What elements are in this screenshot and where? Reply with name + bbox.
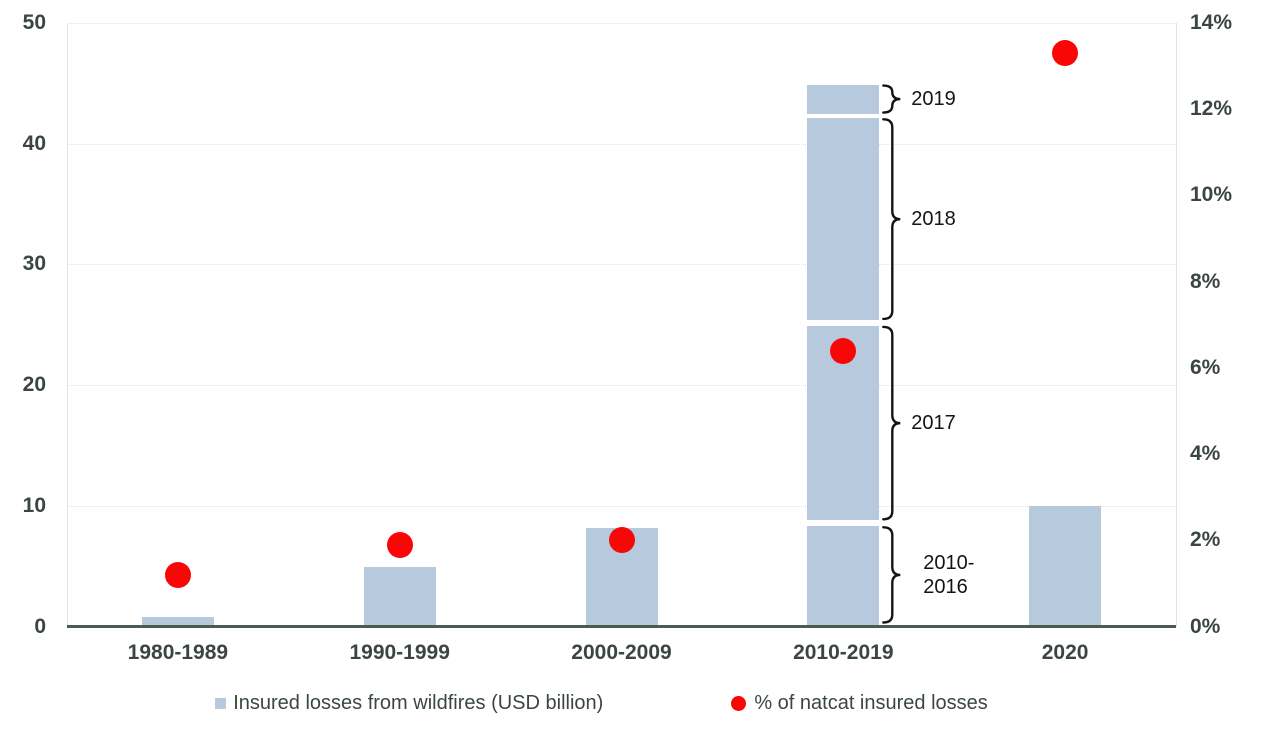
right-axis-tick-label: 8% [1190,269,1221,293]
x-axis-label-1980-1989: 1980-1989 [127,641,229,664]
left-axis-tick-label: 20 [22,373,46,397]
scatter-point-2000-2009 [608,527,635,554]
bar-1980-1989 [141,616,214,627]
right-axis-tick-label: 14% [1190,11,1233,34]
legend-label-insured-losses: Insured losses from wildfires (USD billi… [233,692,604,714]
left-axis-tick-label: 30 [22,252,46,276]
left-axis-tick-label: 10 [22,493,46,517]
brace-2017 [882,325,901,521]
right-axis-tick-label: 4% [1190,442,1221,466]
x-axis-label-2000-2009: 2000-2009 [571,641,672,664]
gridline [67,23,1176,24]
bar-segment-2010-2016 [807,526,880,627]
gridline [67,143,1176,145]
gridline [67,264,1176,266]
bar-series-legend-marker [215,698,227,709]
bar-2020 [1029,505,1102,627]
left-axis-tick-label: 50 [22,11,46,34]
left-axis-tick-label: 0 [34,614,46,638]
gridline [67,505,1176,507]
scatter-point-2010-2019 [830,337,857,364]
plot-border-left [67,23,68,627]
scatter-series-legend-marker [731,696,747,711]
segment-annotation-label-2018: 2018 [911,208,956,231]
brace-2018 [882,118,901,321]
x-axis-label-1990-1999: 1990-1999 [349,641,450,664]
scatter-point-2020 [1052,40,1079,67]
bar-segment-2019 [807,84,880,114]
right-axis-tick-label: 2% [1190,528,1221,552]
x-axis-label-2010-2019: 2010-2019 [793,641,894,664]
x-axis-line [67,625,1176,628]
legend-item-natcat-pct: % of natcat insured losses [731,692,988,715]
gridline [67,385,1176,387]
segment-annotation-label-2017: 2017 [911,412,956,435]
right-axis-tick-label: 12% [1190,97,1233,121]
segment-annotation-label-2010-2016: 2010- 2016 [923,551,975,598]
legend-label-natcat-pct: % of natcat insured losses [754,692,988,714]
plot-border-right [1176,23,1177,627]
legend: Insured losses from wildfires (USD billi… [0,692,1233,715]
scatter-point-1990-1999 [386,531,413,558]
bar-segment-2018 [807,118,880,320]
bar-1990-1999 [363,567,436,627]
left-axis-tick-label: 40 [22,131,46,155]
legend-item-insured-losses: Insured losses from wildfires (USD billi… [215,692,603,715]
right-axis-tick-label: 0% [1190,614,1221,638]
right-axis-tick-label: 6% [1190,355,1221,379]
x-axis-label-2020: 2020 [1041,641,1089,664]
scatter-point-1980-1989 [164,561,191,588]
brace-2019 [882,84,901,114]
brace-2010-2016 [882,526,901,624]
segment-annotation-label-2019: 2019 [911,88,956,111]
right-axis-tick-label: 10% [1190,183,1233,207]
